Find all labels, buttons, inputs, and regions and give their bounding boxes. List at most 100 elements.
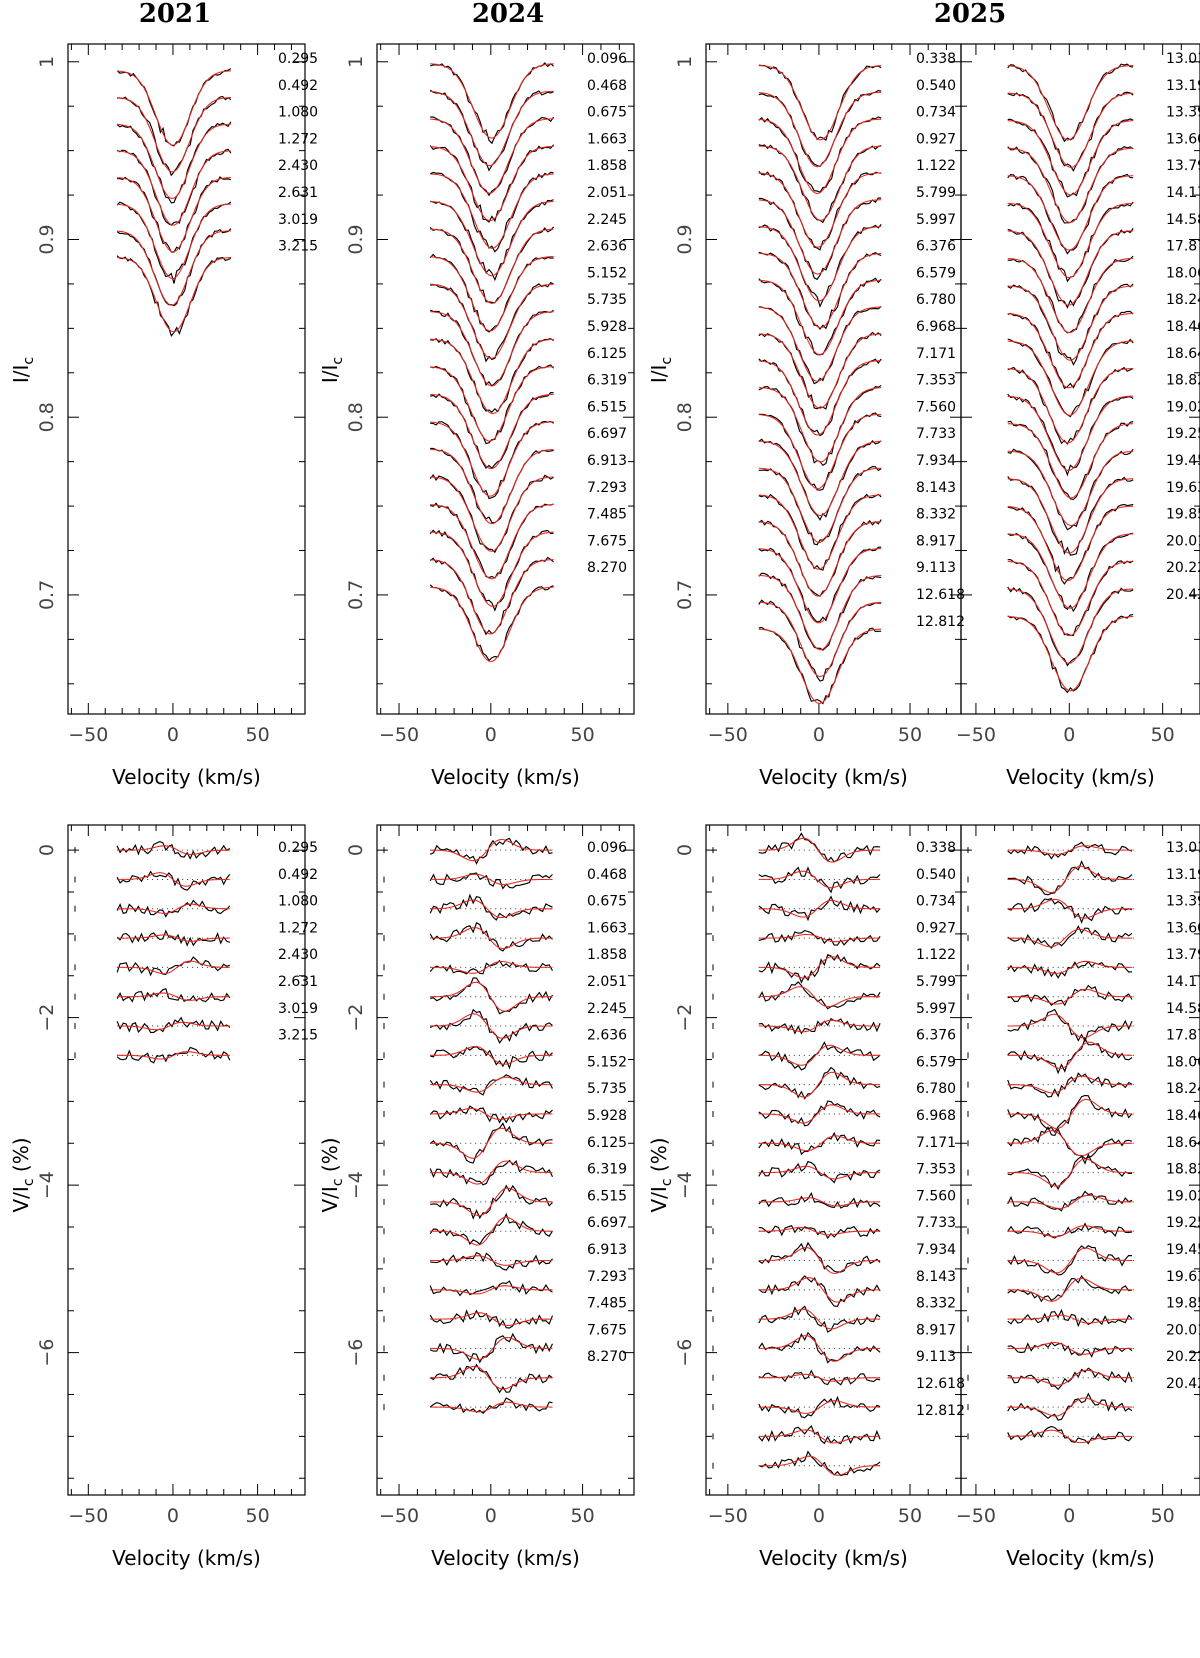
observed-profile [1007, 63, 1134, 143]
model-profile [430, 1336, 553, 1360]
y-tick-label: −4 [36, 1171, 58, 1199]
phase-label: 3.019 [278, 212, 318, 228]
observed-profile [430, 199, 554, 282]
phase-label: 2.051 [587, 185, 627, 201]
model-profile [117, 992, 230, 1001]
phase-label: 0.492 [278, 867, 318, 883]
observed-profile [429, 1074, 554, 1096]
phase-label: 7.733 [916, 426, 956, 442]
observed-profile [429, 1280, 553, 1297]
observed-profile [429, 1212, 553, 1246]
observed-profile [758, 438, 882, 521]
model-profile [1007, 1397, 1133, 1417]
phase-label: 6.376 [916, 239, 956, 255]
y-axis-title: I/Ic [318, 357, 346, 383]
observed-profile [1007, 1008, 1133, 1043]
model-profile [758, 199, 882, 275]
x-tick-label: −50 [708, 724, 748, 746]
observed-profile [116, 255, 232, 337]
model-profile [1007, 1041, 1133, 1069]
observed-profile [758, 1424, 881, 1445]
phase-label: 18.649 [1166, 346, 1200, 362]
phase-label: 19.850 [1166, 1296, 1200, 1312]
model-profile [758, 65, 882, 141]
phase-label: 7.934 [916, 1242, 956, 1258]
phase-label: 0.734 [916, 894, 956, 910]
observed-profile [758, 170, 882, 251]
y-tick-label: 0 [345, 844, 367, 856]
panel-stokes-I-2024: −50 0 50 Velocity (km/s) 1 0.9 0.8 0.7 I/Ic 0.096… [318, 43, 635, 789]
panel-stokes-V-2024: −50 0 50 Velocity (km/s) 0 −2 −4 −6 V/Ic (%) 0.09… [318, 824, 635, 1570]
phase-label: 0.468 [587, 78, 627, 94]
model-profile [1007, 615, 1134, 692]
model-profile [1007, 147, 1134, 224]
phase-label: 2.430 [278, 158, 318, 174]
phase-label: 5.735 [587, 292, 627, 308]
y-axis-unit: (%) [9, 1138, 33, 1179]
phase-label: 8.143 [916, 1269, 956, 1285]
year-title-2021: 2021 [139, 0, 211, 29]
model-profile [430, 838, 553, 862]
observed-profile [1007, 1245, 1133, 1276]
phase-label: 8.917 [916, 533, 956, 549]
model-profile [1007, 1013, 1132, 1039]
x-tick-label: −50 [956, 1505, 996, 1527]
model-profile [758, 413, 882, 490]
phase-label: 9.113 [916, 1349, 956, 1365]
y-axis-subscript: c [330, 357, 346, 365]
observed-profile [758, 64, 882, 142]
model-profile [430, 393, 554, 470]
observed-profile [758, 306, 882, 385]
phase-label: 18.062 [1166, 1054, 1200, 1070]
model-profile [430, 1045, 553, 1065]
phase-label: 19.020 [1166, 399, 1200, 415]
phase-label: 7.485 [587, 507, 627, 523]
observed-profile [758, 385, 882, 467]
observed-profile [429, 556, 554, 636]
phase-label: 1.122 [916, 947, 956, 963]
observed-profile [1007, 1341, 1133, 1358]
observed-profile [1007, 1367, 1133, 1391]
model-profile [117, 1051, 230, 1060]
observed-profile [429, 1309, 554, 1329]
observed-profile [430, 116, 555, 197]
observed-profile [116, 68, 232, 147]
y-tick-label: 1 [345, 56, 367, 68]
model-profile [1007, 1247, 1132, 1274]
observed-profile [116, 870, 231, 891]
phase-label: 6.579 [916, 265, 956, 281]
observed-profile [1007, 532, 1134, 613]
phase-label: 8.270 [587, 560, 627, 576]
model-profile [430, 1255, 553, 1266]
observed-profile [758, 1131, 881, 1156]
observed-profile [1007, 476, 1134, 556]
phase-label: 18.649 [1166, 1135, 1200, 1151]
phase-label: 6.319 [587, 1162, 627, 1178]
phase-label: 18.062 [1166, 265, 1200, 281]
model-profile [430, 338, 554, 415]
phase-label: 1.858 [587, 947, 627, 963]
model-profile [758, 933, 881, 943]
y-tick-label: 0 [674, 844, 696, 856]
y-tick-label: −2 [674, 1004, 696, 1032]
phase-label: 6.697 [587, 1215, 627, 1231]
phase-label: 6.376 [916, 1028, 956, 1044]
observed-profile [758, 331, 882, 410]
observed-profile [116, 987, 231, 1003]
panel-stokes-I-2025-b: −50 0 50 Velocity (km/s) 13.012 13.197 13.396 1… [956, 43, 1200, 789]
observed-profile [429, 837, 553, 865]
x-axis-title: Velocity (km/s) [759, 1546, 908, 1570]
model-profile [758, 1455, 881, 1476]
phase-label: 14.178 [1166, 974, 1200, 990]
model-profile [1007, 450, 1134, 527]
y-tick-label: −6 [345, 1339, 367, 1367]
year-title-2025: 2025 [934, 0, 1006, 29]
observed-profile [430, 281, 554, 363]
phase-label: 13.197 [1166, 78, 1200, 94]
phase-label: 2.051 [587, 974, 627, 990]
observed-profile [1007, 146, 1134, 224]
model-profile [117, 256, 231, 333]
model-profile [1007, 1277, 1132, 1302]
model-profile [430, 228, 554, 305]
model-profile [1007, 92, 1134, 169]
